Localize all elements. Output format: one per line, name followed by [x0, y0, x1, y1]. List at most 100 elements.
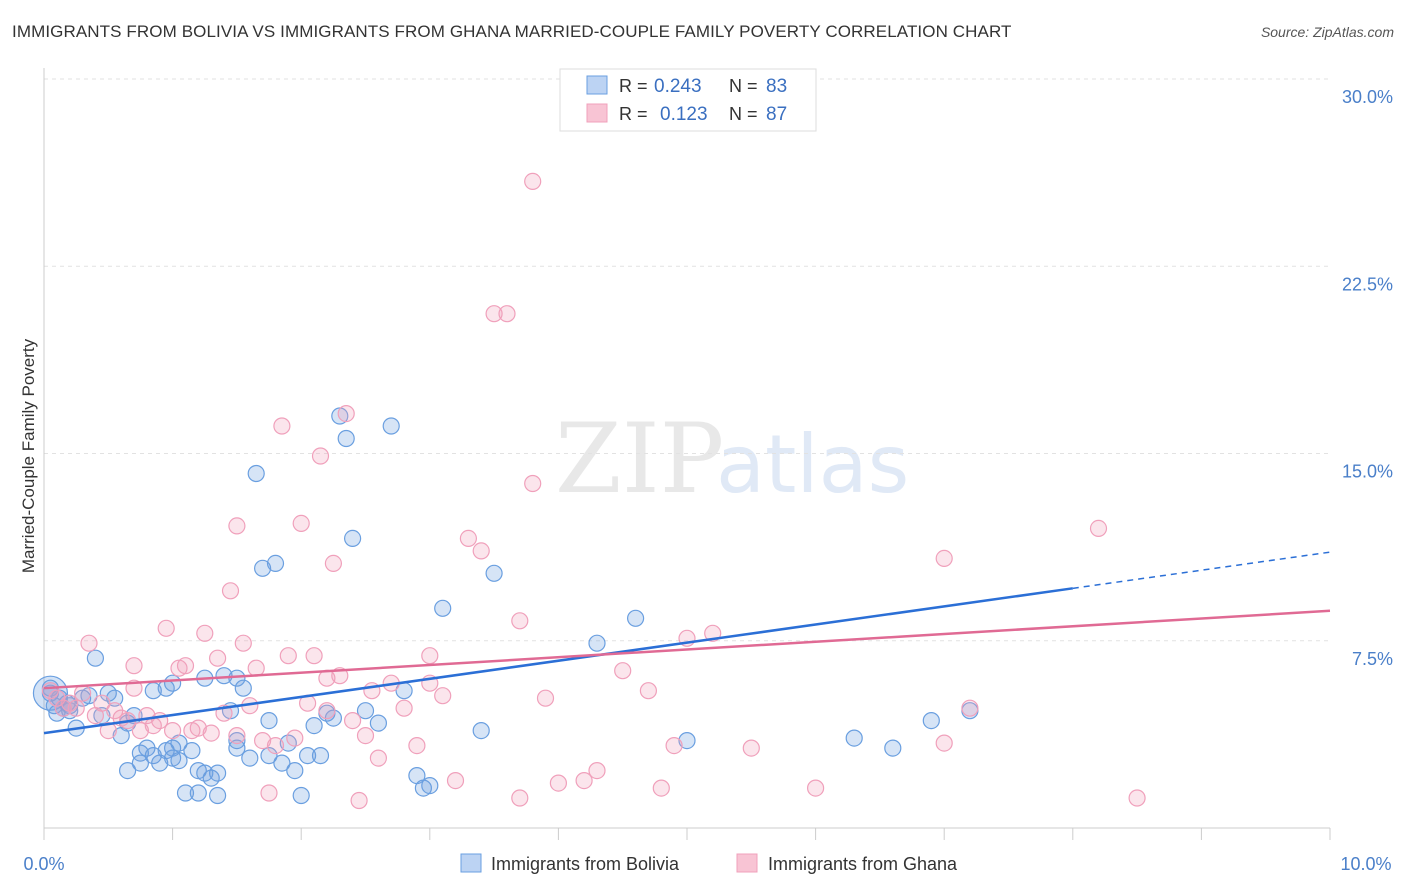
point-ghana [318, 702, 336, 720]
y-tick-label: 15.0% [1342, 462, 1393, 482]
point-bolivia [434, 599, 452, 617]
point-bolivia [106, 689, 124, 707]
stats-legend-swatch-bolivia [586, 75, 608, 95]
x-axis-ticks [43, 828, 1331, 840]
point-ghana [196, 624, 214, 642]
point-ghana [652, 779, 670, 797]
stats-legend-r-value-bolivia: 0.243 [654, 76, 702, 97]
point-ghana [614, 662, 632, 680]
point-ghana [935, 734, 953, 752]
point-ghana [125, 657, 143, 675]
watermark-zip: ZIP [555, 403, 724, 515]
point-bolivia [421, 776, 439, 795]
point-bolivia [311, 746, 330, 765]
y-axis-title: Married-Couple Family Poverty [19, 338, 38, 573]
point-bolivia [344, 529, 362, 548]
y-tick-label: 22.5% [1342, 274, 1393, 294]
point-ghana [350, 791, 368, 810]
point-bolivia [292, 786, 310, 805]
point-ghana [80, 634, 98, 652]
point-ghana [524, 474, 542, 493]
point-ghana [511, 789, 529, 807]
point-bolivia [196, 764, 214, 782]
grid-lines [44, 78, 1330, 642]
point-ghana [164, 721, 182, 740]
stats-legend: R = 0.243 N = 83 R = 0.123 N = 87 [559, 68, 817, 132]
point-ghana [260, 784, 278, 802]
point-ghana [93, 694, 111, 712]
point-ghana [228, 726, 246, 745]
point-ghana [337, 405, 355, 423]
point-bolivia [241, 749, 259, 767]
point-ghana [99, 721, 117, 740]
point-bolivia [305, 716, 323, 735]
point-ghana [961, 699, 979, 717]
point-bolivia [131, 754, 149, 772]
point-ghana [639, 682, 658, 700]
point-bolivia [485, 564, 503, 582]
watermark-atlas: atlas [716, 418, 909, 511]
stats-legend-swatch-ghana [586, 103, 608, 123]
point-ghana [742, 739, 760, 757]
point-ghana [1128, 789, 1146, 807]
point-bolivia [170, 751, 188, 770]
point-ghana [311, 447, 330, 465]
point-ghana [221, 582, 240, 600]
stats-legend-n-value-bolivia: 83 [766, 76, 787, 97]
point-ghana [176, 657, 195, 675]
stats-legend-r-label-bolivia: R = [619, 76, 648, 96]
x-tick-label-max: 10.0% [1340, 854, 1391, 874]
point-ghana [67, 699, 85, 717]
point-ghana [228, 517, 246, 535]
stats-legend-n-label-bolivia: N = [729, 76, 758, 96]
point-ghana [202, 724, 220, 742]
point-ghana [247, 659, 265, 677]
point-bolivia [228, 739, 246, 757]
point-bolivia [884, 739, 902, 757]
point-bolivia [382, 417, 400, 435]
point-ghana [131, 721, 149, 740]
point-ghana [395, 699, 413, 717]
chart-title: IMMIGRANTS FROM BOLIVIA VS IMMIGRANTS FR… [12, 22, 1012, 41]
stats-legend-r-value-ghana: 0.123 [660, 104, 708, 125]
legend-swatch-ghana [736, 853, 758, 873]
stats-legend-n-label-ghana: N = [729, 104, 758, 124]
point-bolivia [176, 784, 195, 802]
point-bolivia [209, 786, 227, 805]
point-ghana [472, 542, 490, 560]
point-bolivia [626, 609, 645, 627]
point-ghana [286, 729, 304, 747]
point-ghana [446, 771, 465, 790]
point-bolivia [93, 706, 111, 725]
point-ghana [344, 711, 362, 730]
point-bolivia [266, 554, 285, 573]
point-ghana [485, 305, 503, 323]
trend-line-bolivia [43, 587, 1073, 735]
point-ghana [266, 736, 285, 755]
point-ghana [157, 619, 175, 637]
point-bolivia [228, 669, 246, 687]
point-ghana [421, 647, 439, 665]
stats-legend-r-label-ghana: R = [619, 104, 648, 124]
point-bolivia [588, 634, 606, 652]
series-ghana-points [41, 172, 1146, 810]
trend-line-ghana [43, 609, 1331, 690]
point-bolivia [183, 741, 201, 760]
point-bolivia [254, 559, 272, 577]
legend-label-ghana: Immigrants from Ghana [768, 854, 958, 874]
legend-swatch-bolivia [460, 853, 482, 873]
point-ghana [189, 719, 207, 737]
point-ghana [511, 612, 529, 630]
point-ghana [536, 689, 555, 707]
point-bolivia [234, 679, 252, 697]
point-ghana [549, 774, 568, 792]
bottom-legend: Immigrants from Bolivia Immigrants from … [460, 853, 958, 874]
point-bolivia [286, 761, 304, 780]
point-ghana [369, 749, 387, 767]
point-ghana [1089, 519, 1108, 538]
point-bolivia [86, 649, 105, 667]
trend-lines [43, 551, 1331, 735]
point-bolivia [845, 729, 863, 747]
point-bolivia [189, 784, 207, 802]
